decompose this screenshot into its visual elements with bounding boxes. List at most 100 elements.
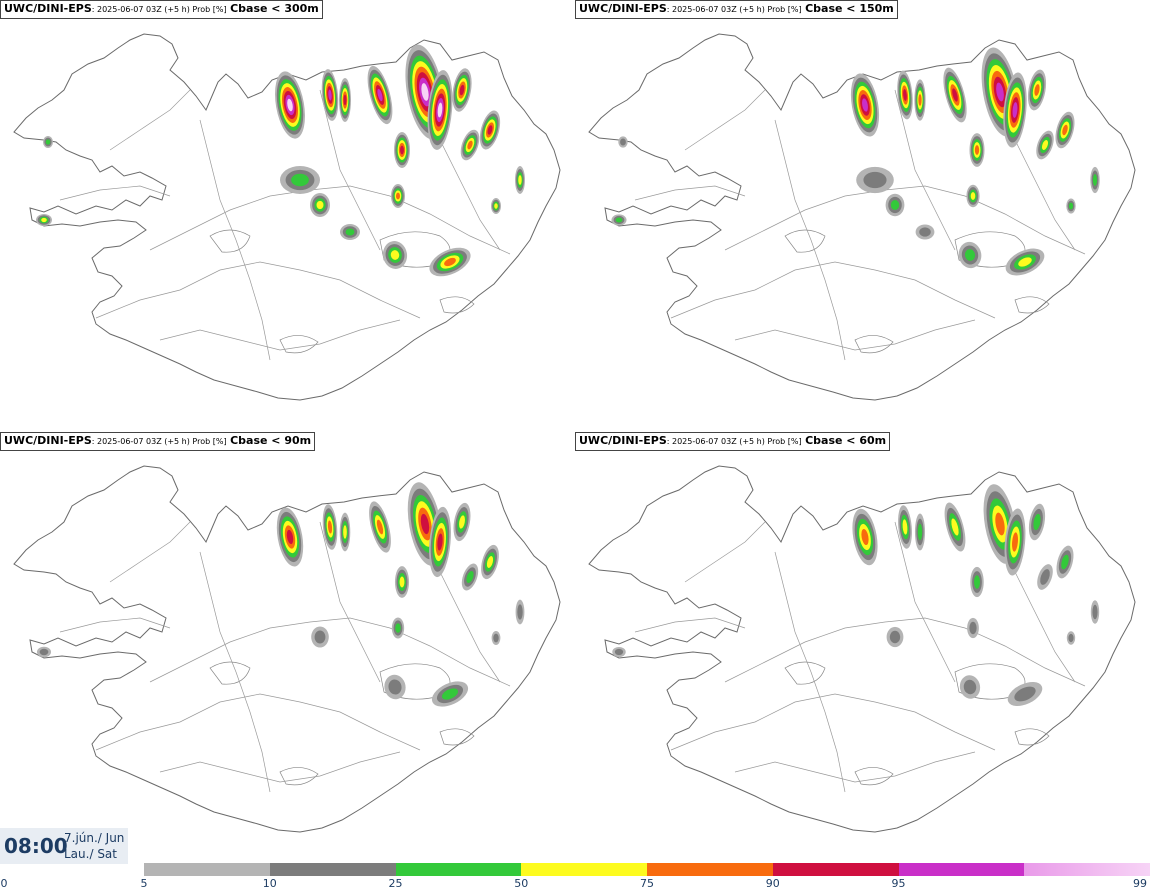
probability-area xyxy=(452,68,472,112)
valid-time-box: 08:00 7.jún./ Jun Lau./ Sat xyxy=(0,828,128,864)
probability-area xyxy=(1005,248,1045,276)
road-line xyxy=(319,521,381,683)
probability-area xyxy=(461,563,479,591)
probability-area xyxy=(280,166,320,194)
probability-area xyxy=(427,70,453,150)
glacier-outline xyxy=(1014,296,1050,314)
probability-area xyxy=(897,70,913,120)
glacier-outline xyxy=(209,661,251,685)
glacier-outline xyxy=(854,767,894,786)
glacier-outline xyxy=(1014,728,1050,746)
glacier-outline xyxy=(279,335,319,354)
road-line xyxy=(774,551,846,793)
probability-area xyxy=(1066,198,1076,214)
probability-area xyxy=(1037,564,1053,590)
probability-area xyxy=(885,193,905,217)
road-line xyxy=(684,521,766,583)
probability-area xyxy=(275,71,305,139)
probability-area xyxy=(1027,69,1047,111)
glacier-outline xyxy=(439,296,475,314)
map-panel-1: UWC/DINI-EPS: 2025-06-07 03Z (+5 h) Prob… xyxy=(0,0,575,430)
probability-area xyxy=(943,67,967,123)
legend-color-segment xyxy=(772,863,899,876)
valid-time: 08:00 xyxy=(4,834,68,858)
legend-tick-label: 50 xyxy=(514,877,529,890)
probability-area xyxy=(914,79,926,121)
probability-area xyxy=(491,630,501,646)
legend-color-segment xyxy=(647,863,774,876)
probability-area xyxy=(481,544,499,580)
map-canvas xyxy=(588,465,1136,833)
map-canvas xyxy=(13,465,561,833)
road-line xyxy=(149,617,511,687)
probability-area xyxy=(618,136,628,148)
glacier-outline xyxy=(784,229,826,253)
color-legend-bar xyxy=(144,863,1150,876)
probability-area xyxy=(856,166,894,194)
legend-tick-label: 95 xyxy=(891,877,906,890)
legend-color-segment xyxy=(269,863,396,876)
road-line xyxy=(670,261,996,319)
probability-area xyxy=(1090,166,1100,194)
probability-area xyxy=(382,241,408,269)
probability-area xyxy=(915,224,935,240)
valid-date: 7.jún./ Jun xyxy=(64,831,125,845)
probability-area xyxy=(339,512,351,552)
probability-area xyxy=(969,133,985,167)
probability-area xyxy=(339,78,351,122)
probability-area xyxy=(886,626,904,648)
probability-area xyxy=(898,505,912,549)
road-line xyxy=(59,617,171,633)
panel-title: UWC/DINI-EPS: 2025-06-07 03Z (+5 h) Prob… xyxy=(575,0,898,19)
legend-tick-label: 90 xyxy=(765,877,780,890)
probability-area xyxy=(1007,681,1043,707)
probability-area xyxy=(311,626,329,648)
probability-area xyxy=(1056,545,1074,579)
road-line xyxy=(894,521,956,683)
probability-area xyxy=(1003,72,1027,148)
glacier-outline xyxy=(279,767,319,786)
probability-area xyxy=(429,506,451,578)
road-line xyxy=(734,751,976,783)
legend-color-segment xyxy=(1024,863,1150,876)
probability-area xyxy=(453,502,471,542)
probability-area xyxy=(394,566,410,598)
legend-tick-label: 0 xyxy=(0,877,8,890)
road-line xyxy=(724,185,1086,255)
map-panel-4: UWC/DINI-EPS: 2025-06-07 03Z (+5 h) Prob… xyxy=(575,432,1150,862)
probability-area xyxy=(369,501,391,553)
road-line xyxy=(199,119,271,361)
probability-area xyxy=(491,198,501,214)
probability-area xyxy=(970,566,984,598)
glacier-outline xyxy=(209,229,251,253)
road-line xyxy=(149,185,511,255)
road-line xyxy=(199,551,271,793)
legend-tick-label: 75 xyxy=(640,877,654,890)
road-line xyxy=(159,751,401,783)
probability-area xyxy=(431,681,469,707)
road-line xyxy=(109,521,191,583)
probability-area xyxy=(966,184,980,208)
probability-area xyxy=(611,214,627,226)
glacier-outline xyxy=(439,728,475,746)
probability-area xyxy=(944,502,966,552)
road-line xyxy=(670,693,996,751)
probability-area xyxy=(367,65,393,125)
road-line xyxy=(894,89,956,251)
map-panel-2: UWC/DINI-EPS: 2025-06-07 03Z (+5 h) Prob… xyxy=(575,0,1150,430)
road-line xyxy=(724,617,1086,687)
probability-area xyxy=(340,224,360,240)
probability-area xyxy=(914,513,926,551)
probability-area xyxy=(967,617,979,639)
probability-area xyxy=(1028,503,1046,541)
probability-area xyxy=(515,166,525,194)
legend-color-segment xyxy=(898,863,1025,876)
legend-tick-label: 25 xyxy=(388,877,403,890)
probability-area xyxy=(1066,631,1076,645)
legend-tick-label: 10 xyxy=(262,877,277,890)
road-line xyxy=(319,89,381,251)
road-line xyxy=(634,185,746,201)
probability-area xyxy=(384,674,406,700)
legend-tick-label: 5 xyxy=(140,877,148,890)
road-line xyxy=(734,319,976,351)
